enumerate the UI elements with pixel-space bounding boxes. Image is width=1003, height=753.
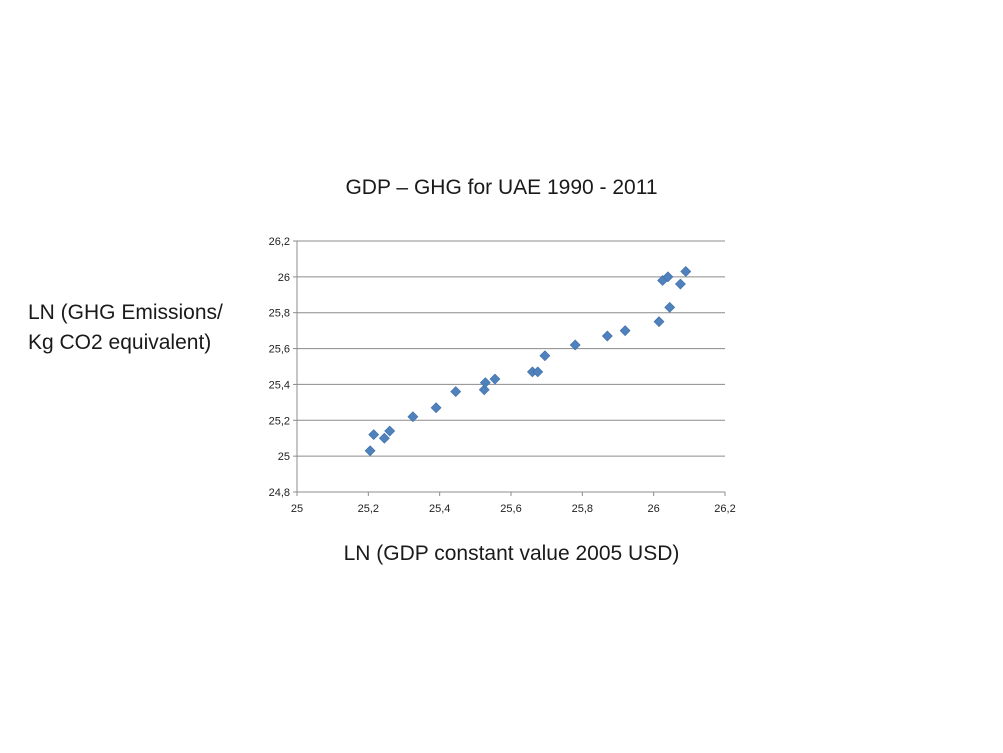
data-point xyxy=(653,316,665,328)
data-point xyxy=(662,271,674,283)
x-tick-label: 26 xyxy=(648,503,660,515)
data-point xyxy=(601,330,613,342)
data-point xyxy=(680,266,692,277)
data-point xyxy=(407,411,419,423)
x-tick-label: 25,4 xyxy=(429,503,450,515)
x-tick-label: 26,2 xyxy=(714,503,735,515)
y-tick-label: 25,4 xyxy=(269,379,290,391)
data-point xyxy=(368,429,380,441)
y-axis-title: LN (GHG Emissions/ Kg CO2 equivalent) xyxy=(28,298,223,358)
data-point xyxy=(478,384,490,396)
data-point xyxy=(674,278,686,290)
data-point xyxy=(489,373,501,385)
x-axis-title: LN (GDP constant value 2005 USD) xyxy=(343,542,680,565)
x-tick-label: 25,2 xyxy=(358,503,379,515)
y-tick-label: 25,6 xyxy=(269,344,290,356)
grid-lines xyxy=(297,240,725,457)
data-point xyxy=(532,366,544,378)
data-point xyxy=(619,325,631,337)
data-point xyxy=(430,402,442,414)
chart-title: GDP – GHG for UAE 1990 - 2011 xyxy=(345,176,658,199)
axes xyxy=(293,240,726,496)
data-point xyxy=(479,377,491,389)
y-tick-label: 25,8 xyxy=(269,308,290,320)
y-axis-title-line-2: Kg CO2 equivalent) xyxy=(28,331,212,354)
x-tick-label: 25,8 xyxy=(572,503,593,515)
y-tick-label: 26,2 xyxy=(269,236,290,248)
data-points xyxy=(364,266,692,457)
y-tick-label: 25,2 xyxy=(269,415,290,427)
data-point xyxy=(569,339,581,351)
y-tick-label: 25 xyxy=(278,451,290,463)
x-tick-label: 25,6 xyxy=(500,503,521,515)
data-point xyxy=(664,301,676,313)
data-point xyxy=(539,350,551,362)
y-axis-title-line-1: LN (GHG Emissions/ xyxy=(28,301,223,324)
y-tick-label: 26 xyxy=(278,272,290,284)
x-tick-label: 25 xyxy=(291,503,303,515)
data-point xyxy=(450,386,462,398)
data-point xyxy=(378,432,390,444)
data-point xyxy=(364,445,376,457)
y-tick-label: 24,8 xyxy=(269,487,290,499)
data-point xyxy=(384,425,396,437)
